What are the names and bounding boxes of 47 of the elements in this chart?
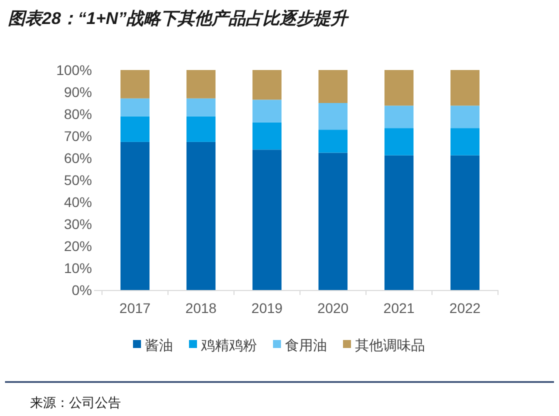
y-tick-label: 30% (64, 216, 92, 232)
y-tick-label: 20% (64, 238, 92, 254)
y-tick-label: 100% (56, 62, 92, 78)
bar (318, 103, 348, 130)
bar (318, 152, 348, 290)
bar (186, 70, 216, 98)
x-tick-label: 2021 (383, 300, 415, 316)
bar (120, 116, 150, 142)
bar (318, 70, 348, 103)
y-tick-label: 50% (64, 172, 92, 188)
legend-label: 酱油 (145, 337, 173, 353)
y-tick-label: 80% (64, 106, 92, 122)
y-tick-label: 60% (64, 150, 92, 166)
bar (450, 106, 480, 128)
legend-label: 食用油 (285, 337, 327, 353)
bar (450, 128, 480, 156)
x-tick-label: 2017 (119, 300, 151, 316)
bar (450, 70, 480, 106)
bar (384, 128, 414, 156)
source-note: 来源：公司公告 (30, 395, 121, 410)
y-tick-label: 10% (64, 260, 92, 276)
x-tick-label: 2020 (317, 300, 349, 316)
bar (252, 70, 282, 100)
bar (186, 98, 216, 116)
bar (120, 142, 150, 290)
bar (186, 116, 216, 142)
bar (120, 70, 150, 98)
bar (120, 98, 150, 116)
bar (384, 155, 414, 290)
y-tick-label: 40% (64, 194, 92, 210)
x-tick-label: 2018 (185, 300, 217, 316)
bar (252, 100, 282, 122)
title: 图表28：“1+N”战略下其他产品占比逐步提升 (8, 9, 348, 28)
bar (318, 130, 348, 153)
bar (252, 122, 282, 150)
bar (384, 70, 414, 106)
legend-label: 鸡精鸡粉 (200, 337, 257, 353)
y-tick-label: 90% (64, 84, 92, 100)
legend-label: 其他调味品 (355, 337, 425, 353)
y-tick-label: 70% (64, 128, 92, 144)
bar (450, 155, 480, 290)
bar (384, 106, 414, 128)
x-tick-label: 2019 (251, 300, 283, 316)
x-tick-label: 2022 (449, 300, 481, 316)
bar (252, 150, 282, 290)
y-tick-label: 0% (72, 282, 92, 298)
bar (186, 142, 216, 290)
